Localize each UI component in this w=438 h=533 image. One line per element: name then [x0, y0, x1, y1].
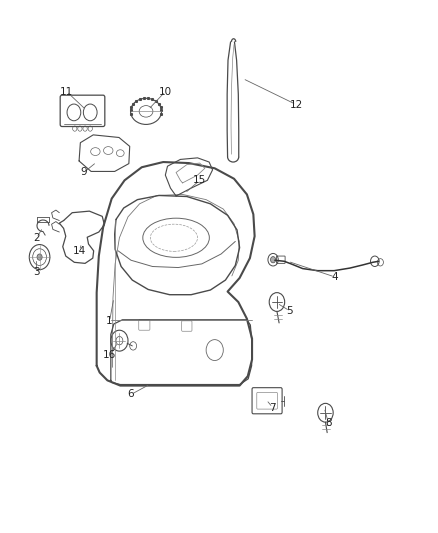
- Text: 7: 7: [269, 402, 276, 413]
- Circle shape: [271, 256, 276, 263]
- Text: 9: 9: [81, 167, 87, 177]
- Text: 5: 5: [286, 306, 293, 316]
- Text: 15: 15: [193, 175, 206, 185]
- Text: 8: 8: [325, 418, 332, 428]
- Circle shape: [37, 254, 42, 260]
- Text: 14: 14: [73, 246, 86, 256]
- Text: 2: 2: [33, 233, 40, 243]
- Text: 12: 12: [290, 100, 303, 110]
- Text: 1: 1: [106, 317, 113, 326]
- Text: 6: 6: [128, 390, 134, 399]
- Text: 11: 11: [60, 86, 73, 96]
- Text: 16: 16: [103, 350, 116, 360]
- Text: 4: 4: [332, 272, 338, 282]
- Text: 10: 10: [159, 86, 172, 96]
- Text: 3: 3: [33, 266, 40, 277]
